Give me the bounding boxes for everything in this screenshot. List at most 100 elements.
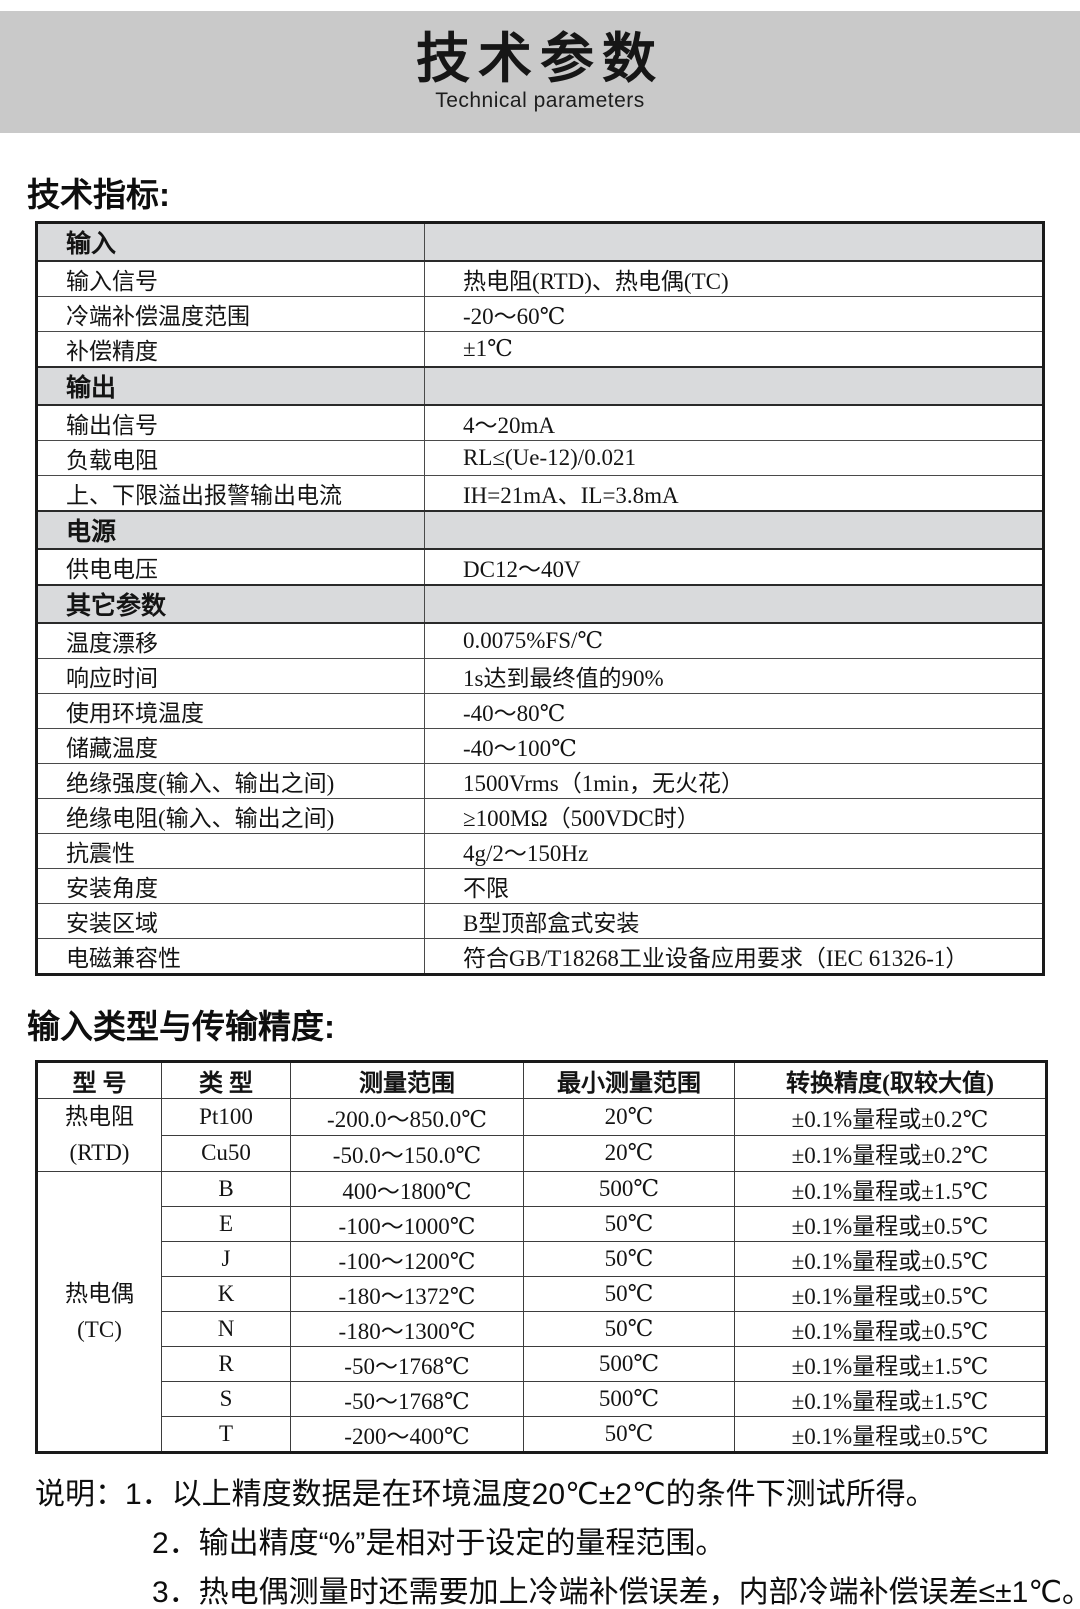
spec-value: 1s达到最终值的90% (424, 658, 1044, 694)
spec-label: 上、下限溢出报警输出电流 (36, 475, 425, 512)
measure-range: -180～1300℃ (290, 1311, 524, 1347)
spec-value: B型顶部盒式安装 (424, 903, 1044, 939)
note-item: 1．以上精度数据是在环境温度20℃±2℃的条件下测试所得。 (125, 1478, 936, 1511)
spec-row: 负载电阻 RL≤(Ue-12)/0.021 (36, 440, 1044, 476)
spec-row: 上、下限溢出报警输出电流 IH=21mA、IL=3.8mA (36, 475, 1044, 512)
spec-section-row: 电源 (36, 510, 1044, 550)
measure-range: -200～400℃ (290, 1416, 524, 1453)
sensor-type: K (161, 1276, 291, 1312)
spec-row: 安装区域 B型顶部盒式安装 (36, 903, 1044, 939)
min-measure-range: 50℃ (523, 1241, 735, 1277)
spec-row: 抗震性 4g/2～150Hz (36, 833, 1044, 869)
accuracy-row: S -50～1768℃ 500℃ ±0.1%量程或±1.5℃ (37, 1381, 1047, 1417)
note-item: 3．热电偶测量时还需要加上冷端补偿误差，内部冷端补偿误差≤±1℃。 (152, 1576, 1080, 1609)
min-measure-range: 500℃ (523, 1171, 735, 1207)
model-line: (RTD) (69, 1140, 130, 1165)
page-subtitle: Technical parameters (435, 89, 645, 113)
accuracy-row: Cu50 -50.0～150.0℃ 20℃ ±0.1%量程或±0.2℃ (37, 1134, 1047, 1172)
sensor-type: B (161, 1171, 291, 1207)
model-line: 热电阻 (65, 1104, 134, 1129)
sensor-type: Cu50 (161, 1134, 291, 1172)
conversion-accuracy: ±0.1%量程或±0.5℃ (734, 1206, 1047, 1242)
spec-label: 补偿精度 (36, 331, 425, 368)
accuracy-row: 热电偶 (TC) B 400～1800℃ 500℃ ±0.1%量程或±1.5℃ (36, 1171, 1047, 1453)
accuracy-row: N -180～1300℃ 50℃ ±0.1%量程或±0.5℃ (37, 1311, 1047, 1347)
spec-section-row: 输出 (36, 366, 1044, 406)
conversion-accuracy: ±0.1%量程或±0.5℃ (734, 1416, 1047, 1453)
model-group-tc: 热电偶 (TC) (36, 1171, 162, 1453)
spec-label: 输出信号 (36, 404, 425, 441)
min-measure-range: 50℃ (523, 1206, 735, 1242)
spec-section-value (424, 221, 1044, 262)
spec-label: 输入信号 (36, 260, 425, 297)
spec-row: 冷端补偿温度范围 -20～60℃ (36, 296, 1044, 332)
spec-label: 绝缘电阻(输入、输出之间) (36, 798, 425, 834)
spec-table: 输入 输入信号 热电阻(RTD)、热电偶(TC) 冷端补偿温度范围 -20～60… (35, 221, 1045, 976)
accuracy-header-model: 型 号 (36, 1061, 162, 1099)
model-line: (TC) (77, 1316, 122, 1342)
accuracy-row: 热电阻 (RTD) Pt100 -200.0～850.0℃ 20℃ ±0.1%量… (36, 1098, 1047, 1172)
spec-label: 绝缘强度(输入、输出之间) (36, 763, 425, 799)
sensor-type: J (161, 1241, 291, 1277)
spec-value: 不限 (424, 868, 1044, 904)
spec-value: 符合GB/T18268工业设备应用要求（IEC 61326-1） (424, 938, 1044, 975)
accuracy-row: E -100～1000℃ 50℃ ±0.1%量程或±0.5℃ (37, 1206, 1047, 1242)
accuracy-row: R -50～1768℃ 500℃ ±0.1%量程或±1.5℃ (37, 1346, 1047, 1382)
sensor-type: Pt100 (161, 1098, 291, 1136)
min-measure-range: 50℃ (523, 1276, 735, 1312)
note-line-1: 说明：1．以上精度数据是在环境温度20℃±2℃的条件下测试所得。 (35, 1480, 1080, 1510)
spec-value: ≥100MΩ（500VDC时） (424, 798, 1044, 834)
accuracy-row: T -200～400℃ 50℃ ±0.1%量程或±0.5℃ (37, 1416, 1047, 1453)
min-measure-range: 50℃ (523, 1416, 735, 1453)
model-group-rtd: 热电阻 (RTD) (36, 1098, 162, 1172)
min-measure-range: 20℃ (523, 1098, 735, 1136)
spec-label: 温度漂移 (36, 622, 425, 659)
measure-range: -50～1768℃ (290, 1381, 524, 1417)
spec-row: 绝缘电阻(输入、输出之间) ≥100MΩ（500VDC时） (36, 798, 1044, 834)
measure-range: -50～1768℃ (290, 1346, 524, 1382)
sensor-type: R (161, 1346, 291, 1382)
spec-label: 冷端补偿温度范围 (36, 296, 425, 332)
spec-value: -40～100℃ (424, 728, 1044, 764)
spec-value: 4g/2～150Hz (424, 833, 1044, 869)
accuracy-row: J -100～1200℃ 50℃ ±0.1%量程或±0.5℃ (37, 1241, 1047, 1277)
spec-label: 抗震性 (36, 833, 425, 869)
conversion-accuracy: ±0.1%量程或±0.2℃ (734, 1134, 1047, 1172)
note-line-3: 3．热电偶测量时还需要加上冷端补偿误差，内部冷端补偿误差≤±1℃。 (35, 1578, 1080, 1608)
spec-value: IH=21mA、IL=3.8mA (424, 475, 1044, 512)
spec-section-label: 其它参数 (36, 584, 425, 624)
spec-label: 储藏温度 (36, 728, 425, 764)
accuracy-header-min-range: 最小测量范围 (523, 1061, 735, 1099)
page-title: 技术参数 (416, 28, 664, 89)
spec-value: 0.0075%FS/℃ (424, 622, 1044, 659)
accuracy-header-range: 测量范围 (290, 1061, 524, 1099)
notes-prefix: 说明： (35, 1478, 125, 1511)
spec-section-label: 输入 (36, 221, 425, 262)
spec-row: 温度漂移 0.0075%FS/℃ (36, 622, 1044, 659)
model-line: 热电偶 (65, 1280, 134, 1306)
spec-section-label: 输出 (36, 366, 425, 406)
conversion-accuracy: ±0.1%量程或±0.5℃ (734, 1241, 1047, 1277)
note-line-2: 2．输出精度“%”是相对于设定的量程范围。 (35, 1529, 1080, 1559)
conversion-accuracy: ±0.1%量程或±1.5℃ (734, 1346, 1047, 1382)
spec-value: DC12～40V (424, 548, 1044, 586)
spec-row: 使用环境温度 -40～80℃ (36, 693, 1044, 729)
spec-label: 安装角度 (36, 868, 425, 904)
sensor-type: T (161, 1416, 291, 1453)
spec-label: 负载电阻 (36, 440, 425, 476)
spec-value: 4～20mA (424, 404, 1044, 441)
page-header-band: 技术参数 Technical parameters (0, 11, 1080, 133)
conversion-accuracy: ±0.1%量程或±1.5℃ (734, 1381, 1047, 1417)
measure-range: -50.0～150.0℃ (290, 1134, 524, 1172)
spec-value: 热电阻(RTD)、热电偶(TC) (424, 260, 1044, 297)
conversion-accuracy: ±0.1%量程或±0.2℃ (734, 1098, 1047, 1136)
sensor-type: S (161, 1381, 291, 1417)
spec-label: 响应时间 (36, 658, 425, 694)
spec-row: 供电电压 DC12～40V (36, 548, 1044, 586)
note-item: 2．输出精度“%”是相对于设定的量程范围。 (152, 1527, 726, 1560)
spec-row: 绝缘强度(输入、输出之间) 1500Vrms（1min，无火花） (36, 763, 1044, 799)
spec-label: 使用环境温度 (36, 693, 425, 729)
spec-value: 1500Vrms（1min，无火花） (424, 763, 1044, 799)
min-measure-range: 20℃ (523, 1134, 735, 1172)
spec-value: RL≤(Ue-12)/0.021 (424, 440, 1044, 476)
